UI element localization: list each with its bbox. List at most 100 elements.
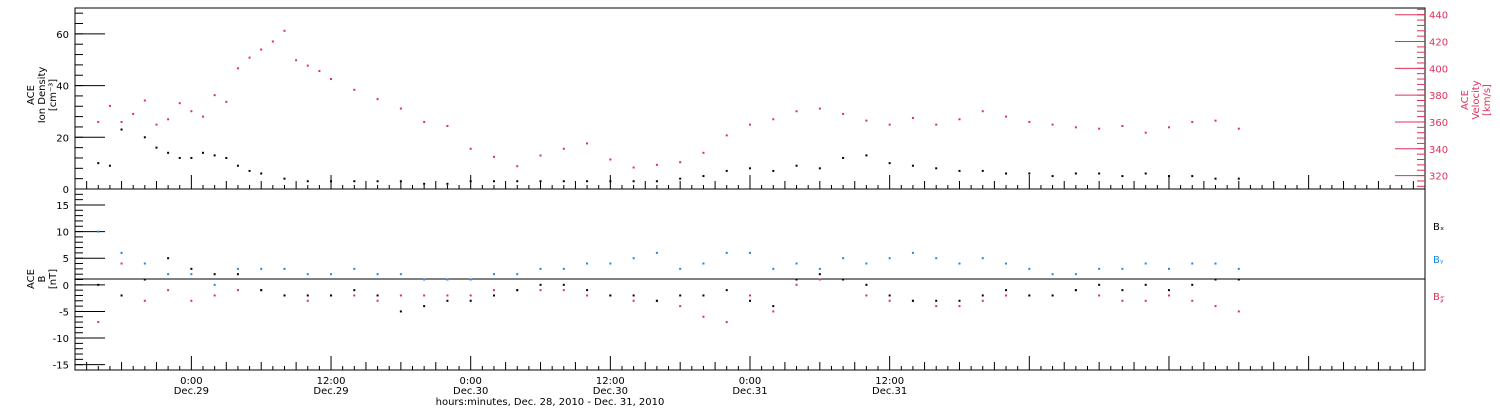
density-point [725, 169, 728, 172]
bz-point [888, 299, 891, 302]
bz-point [981, 299, 984, 302]
bx-point [120, 294, 123, 297]
bz-point [353, 294, 356, 297]
density-point [586, 180, 589, 183]
bx-point [632, 294, 635, 297]
velocity-point [1167, 126, 1170, 129]
by-point [632, 257, 635, 260]
by-point [1051, 273, 1054, 276]
velocity-point [353, 88, 356, 91]
bx-point [97, 283, 100, 286]
velocity-point [120, 120, 123, 123]
velocity-point [655, 163, 658, 166]
x-tick-date: Dec.29 [174, 386, 209, 397]
bz-point [679, 305, 682, 308]
velocity-label-line3: [km/s] [1482, 84, 1493, 116]
density-label-line3: [cm⁻³] [48, 79, 59, 111]
velocity-point [283, 29, 286, 32]
bz-point [935, 305, 938, 308]
bx-point [1191, 283, 1194, 286]
density-point [865, 154, 868, 157]
velocity-point [539, 154, 542, 157]
by-point [865, 262, 868, 265]
by-point [679, 267, 682, 270]
velocity-point [143, 99, 146, 102]
velocity-tick-label: 380 [1429, 91, 1448, 102]
density-point [260, 172, 263, 175]
velocity-point [1214, 119, 1217, 122]
velocity-tick-label: 440 [1429, 11, 1448, 22]
density-point [143, 136, 146, 139]
by-point [213, 283, 216, 286]
bx-point [376, 294, 379, 297]
bx-point [749, 299, 751, 302]
by-point [1167, 267, 1170, 270]
density-tick-label: 60 [56, 30, 69, 41]
bx-point [1237, 278, 1240, 281]
by-point [283, 267, 286, 270]
x-tick-time: 12:00 [317, 376, 346, 387]
density-point [679, 177, 682, 180]
density-point [1191, 175, 1194, 178]
velocity-point [155, 123, 158, 126]
density-point [562, 180, 565, 183]
bx-point [516, 289, 519, 292]
density-point [353, 180, 356, 183]
density-point [772, 169, 775, 172]
b-tick-label: -10 [53, 334, 69, 345]
velocity-point [981, 110, 984, 113]
bx-point [795, 278, 798, 281]
by-point [306, 273, 309, 276]
bz-point [539, 289, 542, 292]
velocity-point [446, 124, 449, 127]
bx-point [190, 267, 193, 270]
bz-point [1167, 294, 1170, 297]
x-tick-date: Dec.30 [453, 386, 488, 397]
by-point [1121, 267, 1124, 270]
density-point [155, 146, 158, 149]
by-point [1028, 267, 1031, 270]
bx-point [1028, 294, 1031, 297]
bx-point [399, 310, 402, 313]
density-point [248, 169, 251, 172]
density-point [1237, 177, 1240, 180]
density-point [236, 164, 239, 167]
velocity-tick-label: 360 [1429, 118, 1448, 129]
density-point [888, 162, 891, 165]
density-point [330, 180, 333, 183]
bx-point [1167, 289, 1170, 292]
density-point [1051, 175, 1054, 178]
b-label-line2: B [37, 275, 48, 282]
legend-bz: B𝓏 [1433, 292, 1445, 303]
density-point [492, 180, 495, 183]
density-point [539, 180, 542, 183]
by-point [1214, 262, 1217, 265]
bx-point [306, 294, 309, 297]
by-point [236, 267, 239, 270]
density-point [1144, 172, 1147, 175]
density-point [225, 156, 228, 159]
velocity-point [423, 120, 426, 123]
density-point [981, 169, 984, 172]
bx-point [609, 294, 612, 297]
velocity-point [330, 78, 333, 81]
bz-point [446, 294, 449, 297]
velocity-label-line1: ACE [1460, 90, 1471, 110]
bx-point [935, 299, 938, 302]
x-tick-date: Dec.31 [732, 386, 767, 397]
density-point [97, 162, 100, 165]
bx-point [143, 278, 146, 281]
b-tick-label: 15 [56, 201, 69, 212]
bx-point [539, 283, 542, 286]
bz-point [1098, 294, 1101, 297]
velocity-point [108, 104, 111, 107]
bz-point [632, 299, 635, 302]
bx-point [655, 299, 658, 302]
x-tick-date: Dec.31 [872, 386, 907, 397]
density-point [120, 128, 123, 131]
bz-point [749, 294, 751, 297]
by-point [399, 273, 402, 276]
bz-point [1144, 299, 1147, 302]
density-point [632, 180, 635, 183]
density-point [795, 164, 798, 167]
